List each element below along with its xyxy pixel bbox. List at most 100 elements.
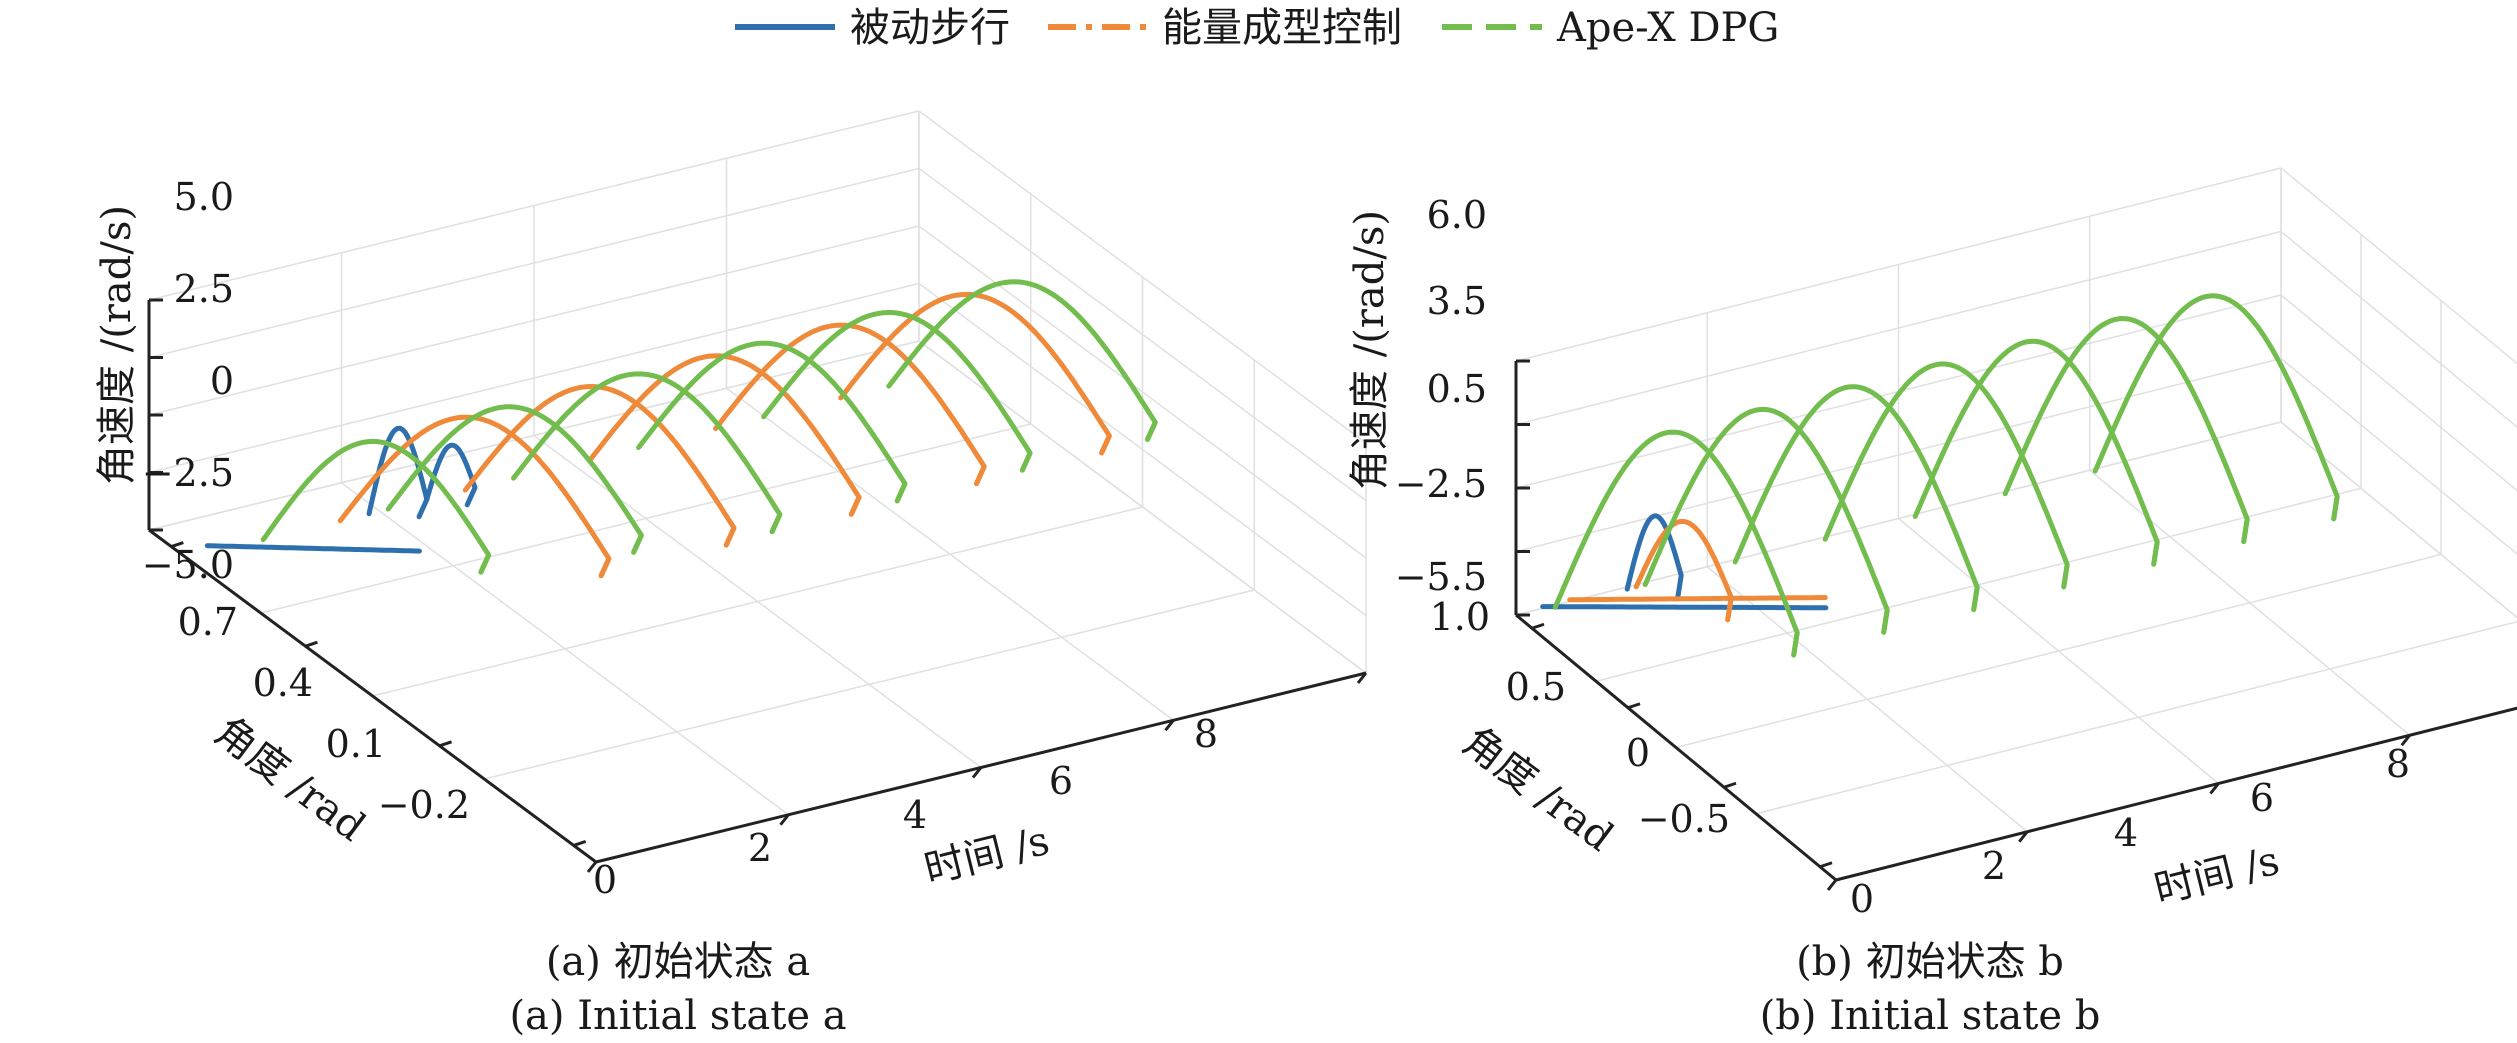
y-tick-a-0: 0.7 bbox=[178, 600, 238, 644]
y-tick-mark bbox=[170, 541, 184, 549]
impact-line-a-s2-4 bbox=[1020, 451, 1033, 472]
axes-a bbox=[147, 298, 1368, 873]
caption-a: (a) 初始状态 a (a) Initial state a bbox=[228, 935, 1128, 1043]
curve-a-s0-step0 bbox=[204, 543, 422, 554]
grid-line bbox=[260, 423, 1031, 614]
panel-b: 6.0 3.5 0.5 −2.5 −5.5 1.0 0.5 0 −0.5 0 2… bbox=[1347, 167, 2517, 921]
z-tick-a-2: 0 bbox=[210, 359, 234, 403]
y-tick-mark bbox=[573, 839, 587, 847]
curves-b bbox=[1540, 293, 2340, 658]
caption-b-cn: (b) 初始状态 b bbox=[1796, 939, 2064, 985]
grid-line bbox=[1835, 707, 2517, 881]
curve-b-s1-step0 bbox=[1633, 518, 1734, 623]
legend-entry-passive: 被动步行 bbox=[735, 5, 1010, 51]
curve-a-s2-step3 bbox=[636, 340, 908, 504]
axes-b bbox=[1514, 359, 2517, 891]
impact-line-b-s2-1 bbox=[1881, 609, 1890, 633]
caption-b-en: (b) Initial state b bbox=[1759, 993, 2101, 1039]
curves-a bbox=[204, 279, 1158, 579]
curve-b-s2-step0 bbox=[1552, 429, 1800, 658]
y-axis-line bbox=[148, 528, 597, 864]
x-tick-mark bbox=[2209, 782, 2220, 795]
y-tick-mark bbox=[1723, 781, 1737, 789]
x-tick-a-1: 2 bbox=[748, 826, 772, 870]
curve-a-s1-step1 bbox=[462, 384, 737, 548]
y-tick-mark bbox=[304, 640, 318, 648]
grid-line bbox=[2089, 469, 2411, 736]
x-tick-b-0: 0 bbox=[1850, 877, 1874, 921]
z-tick-a-4: −5.0 bbox=[142, 543, 234, 587]
grid-line bbox=[372, 506, 1143, 697]
x-tick-a-2: 4 bbox=[903, 793, 927, 837]
x-tick-mark bbox=[1826, 879, 1838, 891]
y-tick-b-1: 0.5 bbox=[1506, 665, 1566, 709]
curve-b-s1-step1 bbox=[1567, 595, 1828, 603]
impact-line-a-s1-4 bbox=[1099, 434, 1112, 455]
y-tick-mark bbox=[1627, 702, 1641, 710]
x-tick-a-4: 8 bbox=[1194, 712, 1218, 756]
x-tick-mark bbox=[971, 766, 983, 779]
caption-a-en: (a) Initial state a bbox=[509, 993, 847, 1039]
curve-a-s2-step1 bbox=[385, 404, 644, 555]
z-tick-b-1: 3.5 bbox=[1427, 279, 1487, 323]
z-tick-a-3: −2.5 bbox=[142, 451, 234, 495]
impact-line-b-s2-4 bbox=[2151, 541, 2160, 565]
grid-line bbox=[726, 387, 1174, 721]
z-tick-b-2: 0.5 bbox=[1427, 367, 1487, 411]
panel-a: 5.0 2.5 0 −2.5 −5.0 0.7 0.4 0.1 −0.2 0 2… bbox=[94, 110, 1368, 902]
legend-label-energy-shaping: 能量成型控制 bbox=[1162, 5, 1402, 51]
curve-b-s2-step3 bbox=[1822, 361, 2070, 590]
curve-b-s2-step4 bbox=[1912, 338, 2160, 567]
y-tick-b-2: 0 bbox=[1626, 731, 1650, 775]
impact-line-b-s1-0 bbox=[1725, 597, 1734, 621]
grid-line bbox=[148, 110, 920, 301]
legend-label-passive: 被动步行 bbox=[850, 5, 1010, 51]
legend: 被动步行 能量成型控制 Ape-X DPG bbox=[735, 5, 1779, 51]
legend-label-apex-dpg: Ape-X DPG bbox=[1556, 5, 1779, 51]
x-tick-b-4: 8 bbox=[2386, 742, 2410, 786]
x-tick-mark bbox=[2400, 734, 2411, 747]
y-axis-label-b: 角度 /rad bbox=[1454, 719, 1621, 861]
y-tick-mark bbox=[439, 740, 453, 748]
impact-line-a-s2-1 bbox=[631, 534, 644, 554]
series-2-a bbox=[260, 279, 1158, 575]
x-tick-mark bbox=[2018, 830, 2029, 843]
grid-line bbox=[1515, 230, 2282, 426]
curve-a-s2-step0 bbox=[260, 438, 492, 575]
curve-b-s2-step5 bbox=[2002, 316, 2250, 545]
grid-line bbox=[148, 167, 920, 359]
y-tick-b-0: 1.0 bbox=[1430, 595, 1490, 639]
curve-b-s0-step0 bbox=[1540, 604, 1829, 611]
y-tick-b-3: −0.5 bbox=[1638, 797, 1730, 841]
x-tick-mark bbox=[779, 813, 790, 826]
x-tick-mark bbox=[586, 861, 598, 873]
x-tick-a-3: 6 bbox=[1049, 759, 1073, 803]
impact-line-b-s2-6 bbox=[2331, 496, 2340, 520]
grid-line bbox=[1515, 167, 2282, 362]
x-tick-a-0: 0 bbox=[593, 858, 617, 902]
curve-a-s0-step2 bbox=[424, 442, 478, 508]
y-tick-mark bbox=[1819, 861, 1833, 869]
grid-line bbox=[1675, 553, 2442, 749]
x-axis-label-a: 时间 /s bbox=[920, 818, 1054, 893]
z-tick-a-1: 2.5 bbox=[174, 267, 234, 311]
z-tick-b-4: −5.5 bbox=[1395, 555, 1487, 599]
z-axis-label-a: 角速度 /(rad/s) bbox=[94, 205, 140, 485]
caption-a-cn: (a) 初始状态 a bbox=[545, 939, 811, 985]
impact-line-a-s2-2 bbox=[769, 513, 783, 533]
grid-b bbox=[1515, 167, 2517, 881]
y-tick-a-3: −0.2 bbox=[378, 783, 470, 827]
impact-line-a-s2-3 bbox=[894, 482, 908, 503]
x-tick-b-2: 4 bbox=[2114, 811, 2138, 855]
y-tick-a-2: 0.1 bbox=[326, 722, 386, 766]
grid-line bbox=[148, 340, 920, 531]
grid-line bbox=[2280, 167, 2517, 365]
curve-b-s2-step6 bbox=[2092, 293, 2340, 522]
curve-b-s2-step1 bbox=[1642, 406, 1890, 635]
curve-a-s2-step2 bbox=[511, 371, 783, 535]
impact-line-a-s1-2 bbox=[849, 496, 862, 516]
impact-line-a-s1-3 bbox=[974, 465, 987, 485]
curve-a-s2-step5 bbox=[886, 279, 1158, 442]
